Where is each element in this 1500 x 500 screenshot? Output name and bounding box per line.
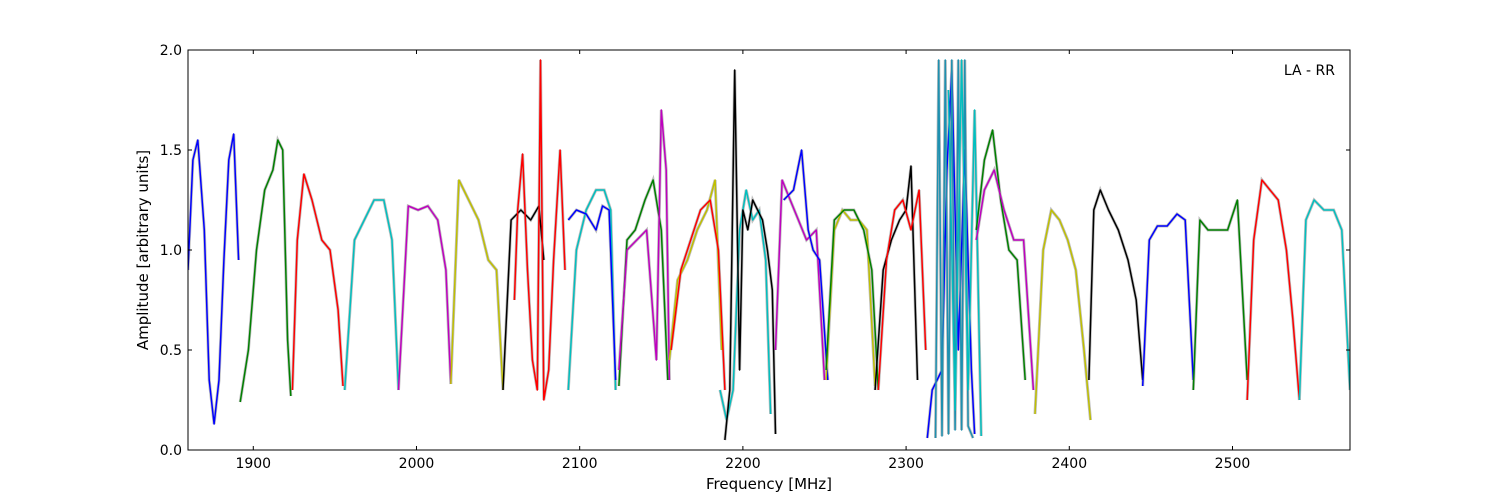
series-line-23 bbox=[934, 59, 974, 439]
series-line-19 bbox=[825, 209, 880, 391]
y-axis-label: Amplitude [arbitrary units] bbox=[134, 150, 152, 350]
series-line-10 bbox=[618, 179, 669, 387]
series-line-12 bbox=[668, 179, 723, 361]
series-line-2 bbox=[291, 173, 344, 391]
series-line-4 bbox=[397, 205, 452, 391]
series-line-20 bbox=[874, 165, 919, 391]
series-line-30 bbox=[1192, 199, 1248, 391]
series-line-3 bbox=[343, 199, 400, 391]
series-line-1 bbox=[239, 139, 292, 403]
y-tick-label-1: 0.5 bbox=[160, 343, 182, 359]
series-line-28 bbox=[1088, 189, 1144, 381]
series-line-31 bbox=[1246, 179, 1301, 401]
series-line-16 bbox=[774, 179, 826, 381]
x-tick-label-2000: 2000 bbox=[399, 456, 435, 472]
data-layer bbox=[188, 59, 1350, 441]
series-line-11 bbox=[618, 109, 671, 381]
series-line-26 bbox=[975, 169, 1035, 391]
series-line-7 bbox=[513, 59, 566, 401]
series-line-5 bbox=[450, 179, 504, 391]
x-tick-label-1900: 1900 bbox=[235, 456, 271, 472]
series-line-0 bbox=[188, 133, 240, 425]
series-line-27 bbox=[1034, 209, 1092, 421]
x-tick-label-2400: 2400 bbox=[1051, 456, 1087, 472]
x-tick-label-2300: 2300 bbox=[888, 456, 924, 472]
series-line-14 bbox=[719, 189, 772, 421]
series-line-25 bbox=[975, 129, 1026, 381]
series-line-13 bbox=[670, 199, 726, 391]
series-line-15 bbox=[724, 69, 777, 441]
chart-annotation: LA - RR bbox=[1284, 63, 1335, 79]
series-line-24 bbox=[947, 59, 982, 437]
x-tick-label-2500: 2500 bbox=[1215, 456, 1251, 472]
y-tick-label-0: 0.0 bbox=[160, 443, 182, 459]
series-line-21 bbox=[877, 189, 927, 391]
x-tick-label-2200: 2200 bbox=[725, 456, 761, 472]
series-line-17 bbox=[783, 149, 829, 381]
y-tick-label-2: 1.0 bbox=[160, 243, 182, 259]
x-axis-label: Frequency [MHz] bbox=[706, 475, 832, 493]
series-line-29 bbox=[1141, 213, 1195, 387]
series-line-8 bbox=[567, 189, 617, 391]
y-tick-label-3: 1.5 bbox=[160, 143, 182, 159]
y-tick-label-4: 2.0 bbox=[160, 43, 182, 59]
series-line-32 bbox=[1298, 199, 1350, 401]
series-line-9 bbox=[567, 205, 617, 381]
axes-layer: 1900 2000 2100 2200 2300 2400 2500 0.0 0.5 1.0 1.5… bbox=[160, 43, 1350, 472]
x-tick-label-2100: 2100 bbox=[562, 456, 598, 472]
